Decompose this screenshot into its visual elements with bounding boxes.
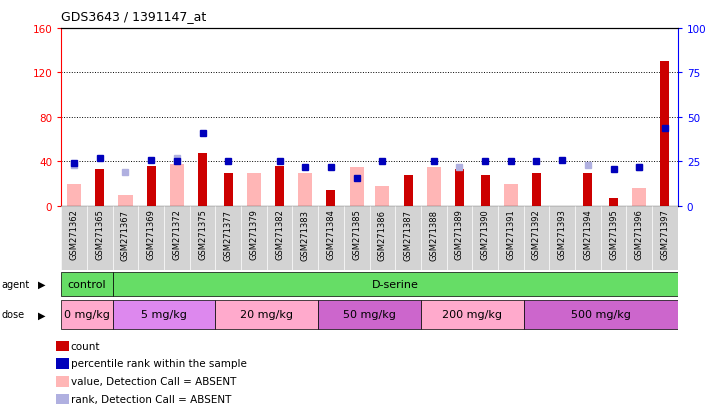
Bar bbox=[216, 206, 241, 271]
Bar bbox=[164, 206, 190, 271]
Bar bbox=[575, 206, 601, 271]
Text: ▶: ▶ bbox=[37, 280, 45, 290]
Bar bbox=[652, 206, 678, 271]
Text: count: count bbox=[71, 341, 100, 351]
Bar bbox=[549, 206, 575, 271]
Text: dose: dose bbox=[1, 310, 25, 320]
Text: 500 mg/kg: 500 mg/kg bbox=[571, 309, 631, 320]
Bar bbox=[190, 206, 216, 271]
Bar bbox=[146, 166, 156, 206]
Text: GSM271383: GSM271383 bbox=[301, 209, 310, 260]
Bar bbox=[138, 206, 164, 271]
Bar bbox=[67, 184, 81, 206]
Bar bbox=[350, 168, 363, 206]
Bar bbox=[370, 206, 395, 271]
Text: rank, Detection Call = ABSENT: rank, Detection Call = ABSENT bbox=[71, 394, 231, 404]
Bar bbox=[455, 170, 464, 206]
Text: 50 mg/kg: 50 mg/kg bbox=[343, 309, 396, 320]
Bar bbox=[95, 170, 105, 206]
Bar bbox=[344, 206, 370, 271]
Text: GSM271377: GSM271377 bbox=[224, 209, 233, 260]
Text: GSM271367: GSM271367 bbox=[121, 209, 130, 260]
Bar bbox=[293, 206, 318, 271]
Bar bbox=[318, 300, 421, 329]
Text: GSM271391: GSM271391 bbox=[506, 209, 516, 260]
Bar bbox=[523, 300, 678, 329]
Text: GSM271390: GSM271390 bbox=[481, 209, 490, 260]
Text: GSM271379: GSM271379 bbox=[249, 209, 258, 260]
Text: GSM271375: GSM271375 bbox=[198, 209, 207, 260]
Bar bbox=[61, 206, 87, 271]
Bar bbox=[421, 206, 446, 271]
Text: GSM271396: GSM271396 bbox=[634, 209, 644, 260]
Text: ▶: ▶ bbox=[37, 310, 45, 320]
Bar bbox=[472, 206, 498, 271]
Text: GSM271394: GSM271394 bbox=[583, 209, 593, 260]
Text: 0 mg/kg: 0 mg/kg bbox=[64, 309, 110, 320]
Text: 5 mg/kg: 5 mg/kg bbox=[141, 309, 187, 320]
Text: 20 mg/kg: 20 mg/kg bbox=[240, 309, 293, 320]
Bar bbox=[275, 166, 284, 206]
Bar bbox=[609, 199, 618, 206]
Text: GSM271397: GSM271397 bbox=[660, 209, 669, 260]
Text: GSM271387: GSM271387 bbox=[404, 209, 412, 260]
Bar bbox=[267, 206, 293, 271]
Text: GSM271393: GSM271393 bbox=[557, 209, 567, 260]
Text: GSM271392: GSM271392 bbox=[532, 209, 541, 260]
Bar bbox=[421, 300, 523, 329]
Bar bbox=[376, 187, 389, 206]
Bar bbox=[241, 206, 267, 271]
Bar bbox=[523, 206, 549, 271]
Bar bbox=[224, 173, 233, 206]
Bar bbox=[504, 184, 518, 206]
Text: GSM271362: GSM271362 bbox=[70, 209, 79, 260]
Bar bbox=[498, 206, 523, 271]
Bar bbox=[170, 164, 184, 206]
Bar bbox=[583, 173, 593, 206]
Text: GDS3643 / 1391147_at: GDS3643 / 1391147_at bbox=[61, 10, 206, 23]
Text: GSM271372: GSM271372 bbox=[172, 209, 182, 260]
Bar bbox=[298, 173, 312, 206]
Bar bbox=[327, 191, 335, 206]
Text: GSM271369: GSM271369 bbox=[146, 209, 156, 260]
Bar bbox=[87, 206, 112, 271]
Bar bbox=[627, 206, 652, 271]
Bar bbox=[404, 176, 412, 206]
Text: D-serine: D-serine bbox=[372, 280, 419, 290]
Text: GSM271389: GSM271389 bbox=[455, 209, 464, 260]
Bar bbox=[318, 206, 344, 271]
Bar bbox=[61, 300, 112, 329]
Bar bbox=[247, 173, 261, 206]
Bar bbox=[198, 153, 207, 206]
Text: percentile rank within the sample: percentile rank within the sample bbox=[71, 358, 247, 368]
Text: GSM271382: GSM271382 bbox=[275, 209, 284, 260]
Text: agent: agent bbox=[1, 280, 30, 290]
Bar bbox=[481, 176, 490, 206]
Text: GSM271385: GSM271385 bbox=[352, 209, 361, 260]
Text: GSM271365: GSM271365 bbox=[95, 209, 105, 260]
Bar bbox=[112, 206, 138, 271]
Bar bbox=[216, 300, 318, 329]
Bar bbox=[446, 206, 472, 271]
Bar bbox=[112, 300, 216, 329]
Bar bbox=[632, 189, 646, 206]
Bar bbox=[532, 173, 541, 206]
Bar bbox=[61, 273, 112, 297]
Bar bbox=[395, 206, 421, 271]
Bar bbox=[427, 168, 441, 206]
Bar bbox=[118, 195, 133, 206]
Bar bbox=[660, 62, 669, 206]
Text: GSM271388: GSM271388 bbox=[429, 209, 438, 260]
Bar bbox=[601, 206, 627, 271]
Text: control: control bbox=[68, 280, 106, 290]
Text: value, Detection Call = ABSENT: value, Detection Call = ABSENT bbox=[71, 376, 236, 386]
Text: GSM271386: GSM271386 bbox=[378, 209, 387, 260]
Text: GSM271384: GSM271384 bbox=[327, 209, 335, 260]
Text: 200 mg/kg: 200 mg/kg bbox=[442, 309, 503, 320]
Text: GSM271395: GSM271395 bbox=[609, 209, 618, 260]
